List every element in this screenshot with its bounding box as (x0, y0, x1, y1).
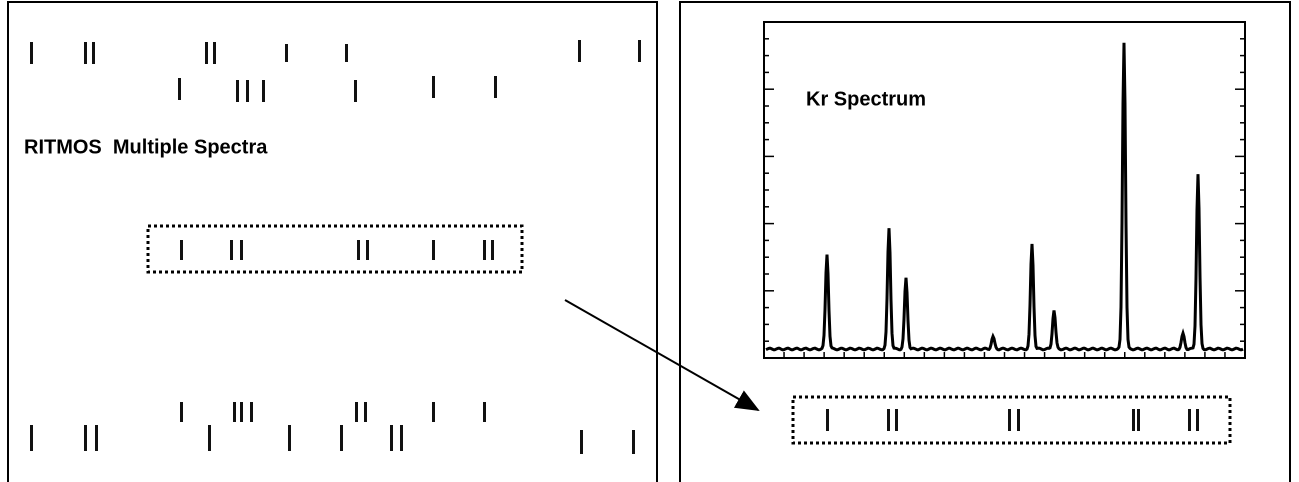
spectral-line (432, 240, 435, 260)
arrow (565, 300, 758, 410)
spectral-line (366, 240, 369, 260)
spectral-line (483, 402, 486, 422)
spectral-line (205, 42, 208, 64)
spectral-line (491, 240, 494, 260)
spectral-line (1196, 409, 1199, 431)
spectral-line (632, 430, 635, 454)
spectral-line (84, 42, 87, 64)
spectral-line (390, 425, 393, 451)
spectral-line (1137, 409, 1140, 431)
spectral-line (236, 80, 239, 102)
spectral-line (345, 44, 348, 62)
spectral-line (240, 402, 243, 422)
spectrum-strip (826, 409, 1199, 431)
spectral-line (355, 402, 358, 422)
spectral-line (826, 409, 829, 431)
spectral-line (578, 40, 581, 62)
spectral-line (95, 425, 98, 451)
spectral-line (357, 240, 360, 260)
spectral-line (262, 80, 265, 102)
spectral-line (432, 76, 435, 98)
spectral-line (340, 425, 343, 451)
spectral-line (84, 425, 87, 451)
spectral-line (1188, 409, 1191, 431)
figure: RITMOS Multiple Spectra Kr Spectrum (0, 0, 1299, 482)
spectral-line (208, 425, 211, 451)
spectral-line (483, 240, 486, 260)
spectral-line (895, 409, 898, 431)
spectral-line (432, 402, 435, 422)
spectral-line (1132, 409, 1135, 431)
spectral-line (364, 402, 367, 422)
spectral-line (1017, 409, 1020, 431)
left-title: RITMOS Multiple Spectra (24, 136, 268, 158)
spectral-line (92, 42, 95, 64)
spectral-line (285, 44, 288, 62)
spectral-line (180, 240, 183, 260)
spectral-line (30, 42, 33, 64)
spectral-line (250, 402, 253, 422)
spectral-line (288, 425, 291, 451)
spectral-line (213, 42, 216, 64)
spectral-line (400, 425, 403, 451)
spectra-image (30, 40, 641, 454)
spectral-line (638, 40, 641, 62)
spectral-line (240, 240, 243, 260)
spectral-line (30, 425, 33, 451)
spectral-line (246, 80, 249, 102)
spectral-line (233, 402, 236, 422)
spectral-line (178, 78, 181, 100)
spectral-line (580, 430, 583, 454)
spectral-line (180, 402, 183, 422)
left-panel-frame (8, 2, 657, 482)
selection-box (148, 226, 522, 272)
spectral-line (1008, 409, 1011, 431)
spectral-line (887, 409, 890, 431)
right-title: Kr Spectrum (806, 88, 926, 110)
spectral-line (494, 76, 497, 98)
spectral-line (230, 240, 233, 260)
plot-frame (764, 22, 1245, 358)
zoom-box (793, 397, 1230, 443)
plot-ticks (764, 39, 1245, 358)
spectral-line (354, 80, 357, 102)
